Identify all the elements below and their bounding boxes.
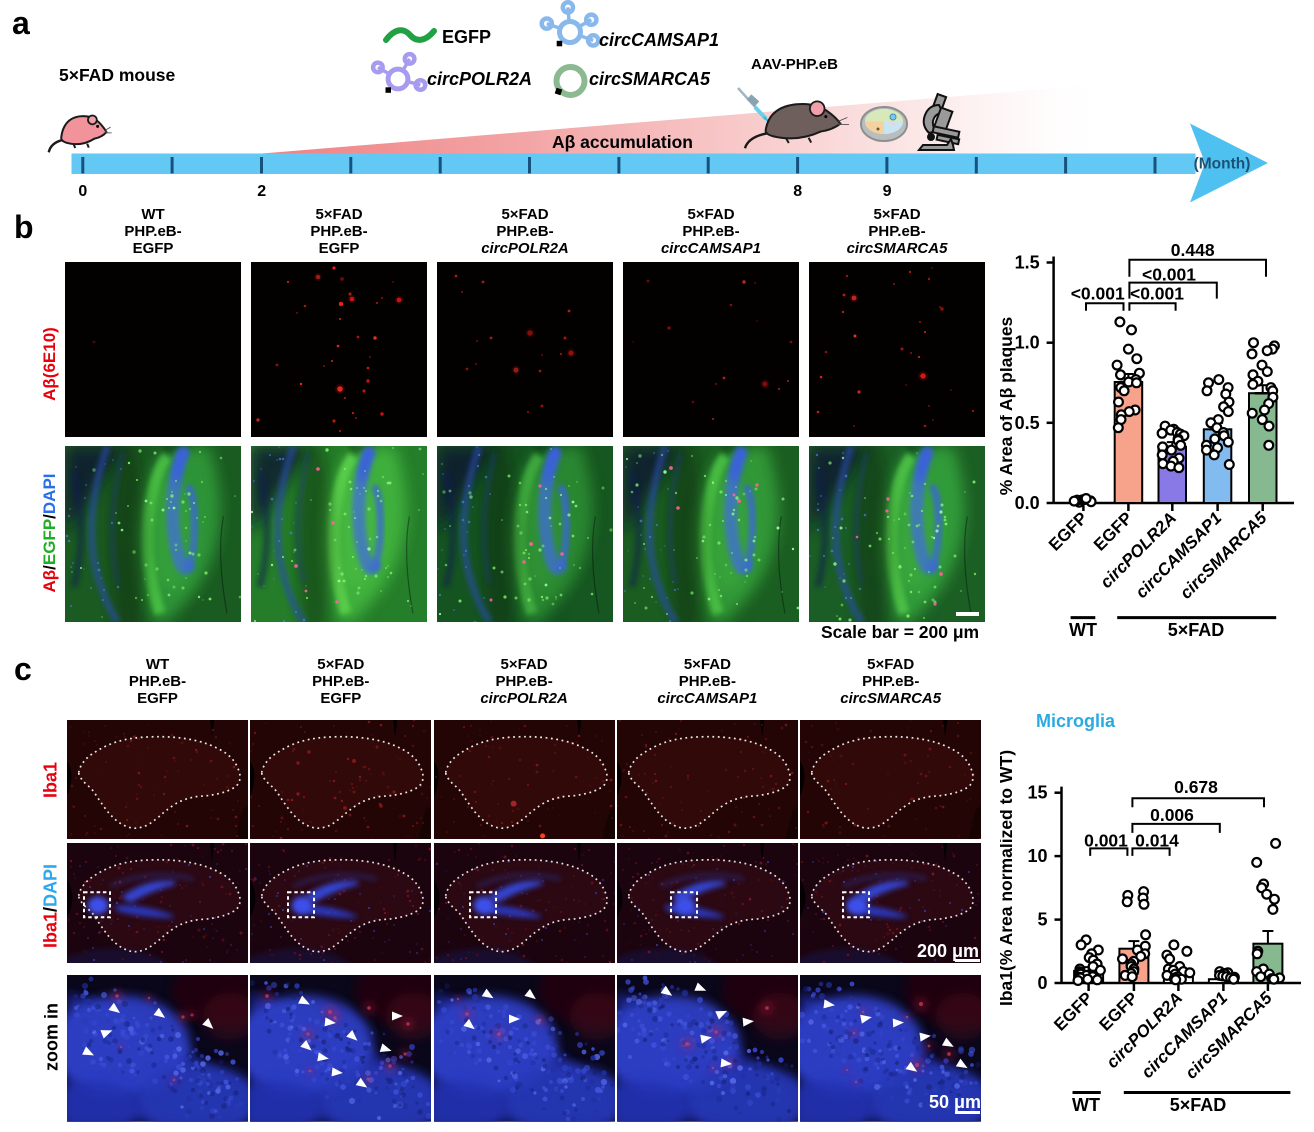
svg-text:10: 10 — [1027, 846, 1047, 866]
svg-text:0.014: 0.014 — [1135, 830, 1179, 850]
svg-text:0.006: 0.006 — [1150, 805, 1194, 825]
svg-text:<0.001: <0.001 — [1130, 283, 1184, 303]
svg-text:EGFP: EGFP — [1045, 508, 1091, 554]
svg-text:EGFP: EGFP — [1050, 988, 1096, 1034]
svg-text:5: 5 — [1037, 910, 1047, 930]
svg-text:0: 0 — [1037, 973, 1047, 993]
svg-text:1.0: 1.0 — [1015, 333, 1040, 353]
svg-text:0.001: 0.001 — [1084, 830, 1128, 850]
svg-text:5×FAD: 5×FAD — [1170, 1095, 1227, 1115]
svg-text:WT: WT — [1069, 620, 1097, 640]
svg-text:<0.001: <0.001 — [1071, 283, 1125, 303]
svg-text:15: 15 — [1027, 783, 1047, 803]
svg-text:0.678: 0.678 — [1174, 777, 1218, 797]
svg-text:(Month): (Month) — [1194, 156, 1251, 173]
svg-text:1.5: 1.5 — [1015, 253, 1040, 273]
svg-text:0.0: 0.0 — [1015, 493, 1040, 513]
svg-text:0.448: 0.448 — [1171, 240, 1215, 260]
svg-text:<0.001: <0.001 — [1142, 265, 1196, 285]
svg-text:WT: WT — [1072, 1095, 1100, 1115]
svg-text:% Area of Aβ plaques: % Area of Aβ plaques — [1000, 316, 1016, 495]
svg-text:5×FAD: 5×FAD — [1168, 620, 1225, 640]
svg-text:Iba1(% Area normalized to WT): Iba1(% Area normalized to WT) — [1000, 750, 1016, 1006]
svg-text:0.5: 0.5 — [1015, 413, 1040, 433]
